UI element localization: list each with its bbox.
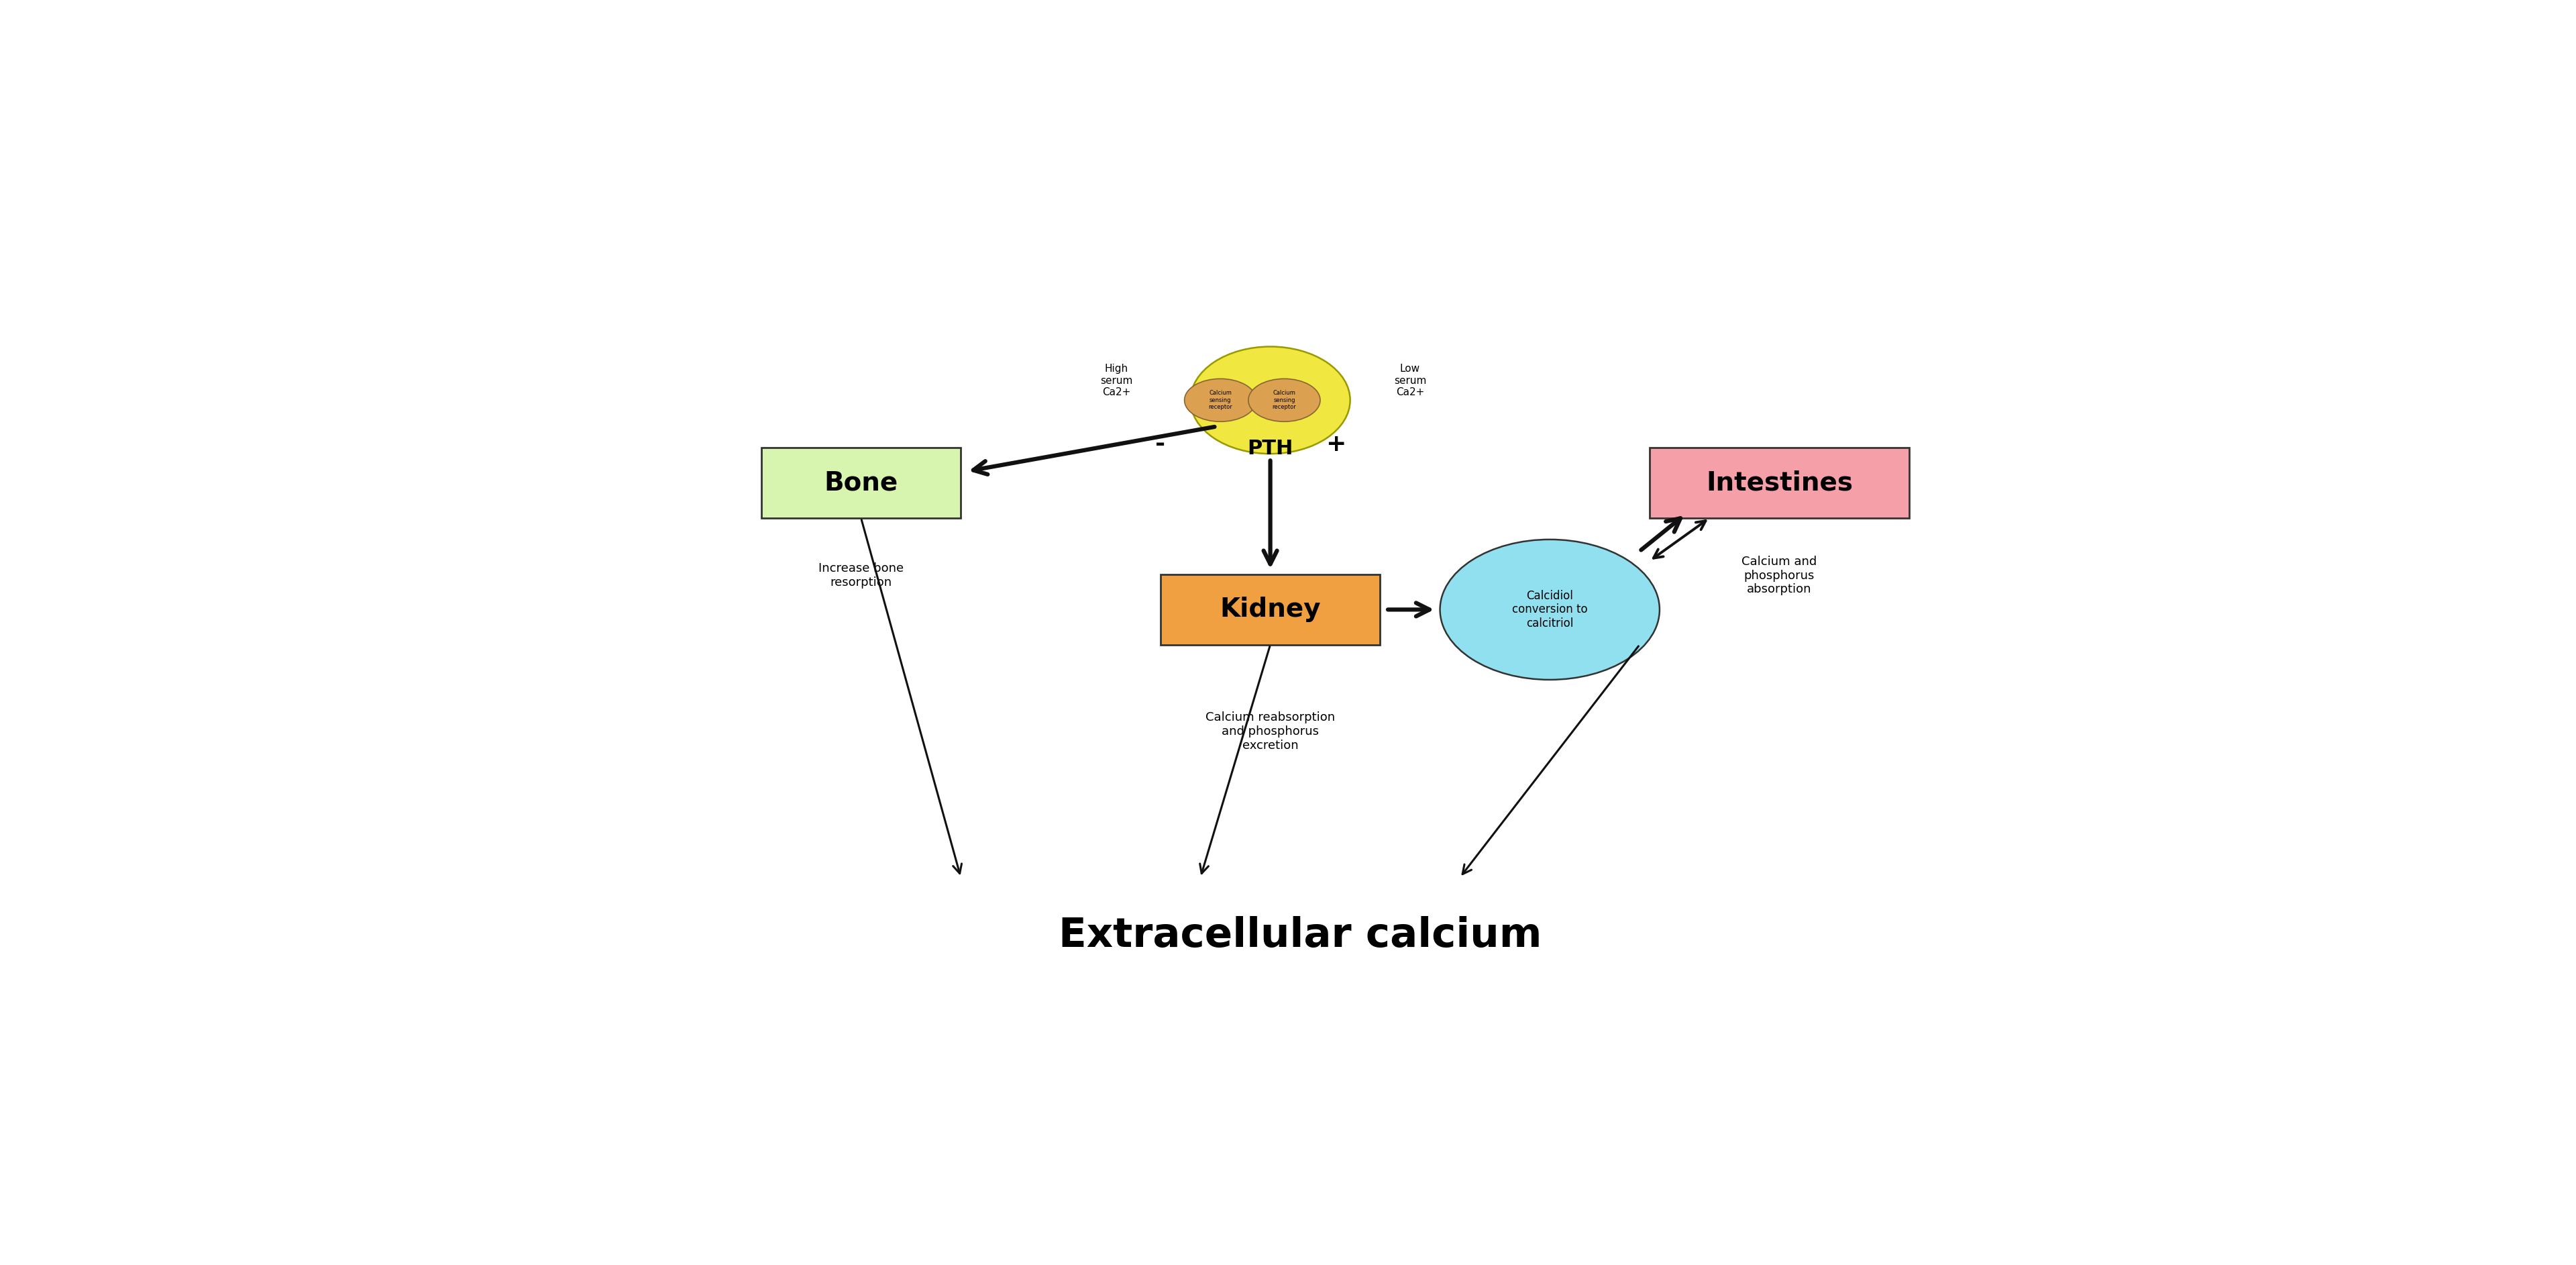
Text: Calcium
sensing
receptor: Calcium sensing receptor [1273,390,1296,410]
Text: +: + [1327,433,1347,455]
Text: Calcium reabsorption
and phosphorus
excretion: Calcium reabsorption and phosphorus excr… [1206,711,1334,751]
Text: Calcium
sensing
receptor: Calcium sensing receptor [1208,390,1231,410]
Ellipse shape [1190,347,1350,454]
Text: PTH: PTH [1247,439,1293,459]
Text: Calcidiol
conversion to
calcitriol: Calcidiol conversion to calcitriol [1512,589,1587,630]
Text: Parathyroid
cell: Parathyroid cell [1242,390,1301,411]
FancyBboxPatch shape [1649,448,1909,519]
Text: -: - [1157,433,1164,455]
Text: High
serum
Ca2+: High serum Ca2+ [1100,364,1133,397]
Text: Low
serum
Ca2+: Low serum Ca2+ [1394,364,1427,397]
FancyBboxPatch shape [762,448,961,519]
Ellipse shape [1440,539,1659,679]
Text: Intestines: Intestines [1705,471,1852,496]
FancyBboxPatch shape [1159,574,1381,645]
Text: Increase bone
resorption: Increase bone resorption [819,563,904,588]
Text: Extracellular calcium: Extracellular calcium [1059,916,1543,955]
Text: Bone: Bone [824,471,899,496]
Text: Calcium and
phosphorus
absorption: Calcium and phosphorus absorption [1741,555,1816,596]
Ellipse shape [1249,378,1319,421]
Text: Kidney: Kidney [1221,597,1321,622]
Ellipse shape [1185,378,1257,421]
